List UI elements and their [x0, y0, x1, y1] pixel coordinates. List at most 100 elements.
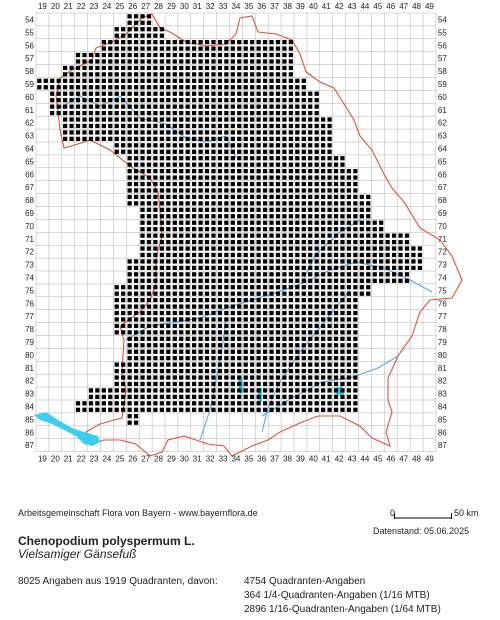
- record-marker: [159, 59, 164, 64]
- row-label-right: 54: [438, 15, 447, 24]
- record-marker: [192, 78, 197, 83]
- record-marker: [224, 233, 229, 238]
- record-marker: [340, 356, 345, 361]
- record-marker: [185, 239, 190, 245]
- record-marker: [295, 252, 300, 258]
- record-marker: [230, 368, 235, 374]
- record-marker: [127, 85, 132, 90]
- record-marker: [146, 169, 152, 174]
- record-marker: [172, 181, 177, 187]
- record-marker: [269, 304, 274, 309]
- record-marker: [275, 59, 281, 64]
- record-marker: [140, 181, 145, 187]
- record-marker: [230, 98, 235, 103]
- record-marker: [230, 310, 235, 316]
- record-marker: [250, 46, 255, 51]
- record-marker: [262, 46, 268, 51]
- record-marker: [159, 136, 164, 141]
- record-marker: [256, 388, 261, 393]
- record-marker: [256, 65, 261, 71]
- record-marker: [217, 123, 223, 129]
- record-marker: [288, 52, 293, 58]
- record-marker: [204, 394, 210, 399]
- record-marker: [56, 85, 61, 90]
- record-marker: [211, 323, 216, 329]
- record-marker: [192, 117, 197, 122]
- record-marker: [256, 356, 261, 361]
- record-marker: [282, 388, 287, 393]
- record-marker: [327, 343, 332, 348]
- record-marker: [308, 343, 313, 348]
- record-marker: [269, 52, 274, 58]
- record-marker: [50, 110, 55, 116]
- record-marker: [224, 110, 229, 116]
- record-marker: [288, 265, 293, 270]
- record-marker: [133, 323, 139, 329]
- record-marker: [204, 356, 210, 361]
- record-marker: [172, 362, 177, 367]
- record-marker: [256, 52, 261, 58]
- record-marker: [340, 401, 345, 406]
- record-marker: [224, 207, 229, 212]
- record-marker: [275, 375, 281, 380]
- record-marker: [224, 65, 229, 71]
- record-marker: [353, 169, 358, 174]
- record-marker: [411, 252, 416, 258]
- record-marker: [353, 227, 358, 232]
- record-marker: [146, 388, 152, 393]
- record-marker: [353, 188, 358, 193]
- record-marker: [262, 188, 268, 193]
- record-marker: [237, 181, 242, 187]
- record-marker: [301, 317, 306, 322]
- record-marker: [166, 136, 171, 141]
- record-marker: [224, 98, 229, 103]
- record-marker: [308, 407, 313, 412]
- record-marker: [69, 72, 74, 77]
- record-marker: [69, 98, 74, 103]
- record-marker: [133, 33, 139, 38]
- record-marker: [321, 291, 326, 296]
- record-marker: [153, 98, 158, 103]
- record-marker: [133, 291, 139, 296]
- record-marker: [262, 401, 268, 406]
- record-marker: [321, 368, 326, 374]
- record-marker: [275, 136, 281, 141]
- record-marker: [114, 78, 119, 83]
- record-marker: [114, 375, 119, 380]
- record-marker: [243, 65, 248, 71]
- record-marker: [172, 304, 177, 309]
- record-marker: [217, 175, 223, 180]
- record-marker: [217, 317, 223, 322]
- record-marker: [385, 246, 390, 251]
- record-marker: [340, 407, 345, 412]
- record-marker: [282, 117, 287, 122]
- record-marker: [359, 265, 364, 270]
- record-marker: [275, 272, 281, 277]
- record-marker: [82, 52, 87, 58]
- record-marker: [346, 375, 352, 380]
- record-marker: [359, 220, 364, 225]
- record-marker: [140, 188, 145, 193]
- record-marker: [185, 394, 190, 399]
- row-label-left: 70: [25, 222, 34, 231]
- record-marker: [133, 52, 139, 58]
- record-marker: [217, 40, 223, 45]
- record-marker: [262, 252, 268, 258]
- record-marker: [237, 233, 242, 238]
- record-marker: [346, 285, 352, 290]
- record-marker: [333, 285, 339, 290]
- record-marker: [262, 162, 268, 167]
- record-marker: [308, 310, 313, 316]
- record-marker: [146, 310, 152, 316]
- record-marker: [295, 349, 300, 354]
- record-marker: [153, 278, 158, 283]
- record-marker: [82, 72, 87, 77]
- record-marker: [301, 278, 306, 283]
- record-marker: [217, 227, 223, 232]
- stats-sixteenth-quadrant: 2896 1/16-Quadranten-Angaben (1/64 MTB): [244, 604, 441, 615]
- row-label-right: 81: [438, 364, 447, 373]
- record-marker: [185, 59, 190, 64]
- column-label-bottom: 46: [386, 455, 395, 464]
- record-marker: [275, 388, 281, 393]
- record-marker: [185, 388, 190, 393]
